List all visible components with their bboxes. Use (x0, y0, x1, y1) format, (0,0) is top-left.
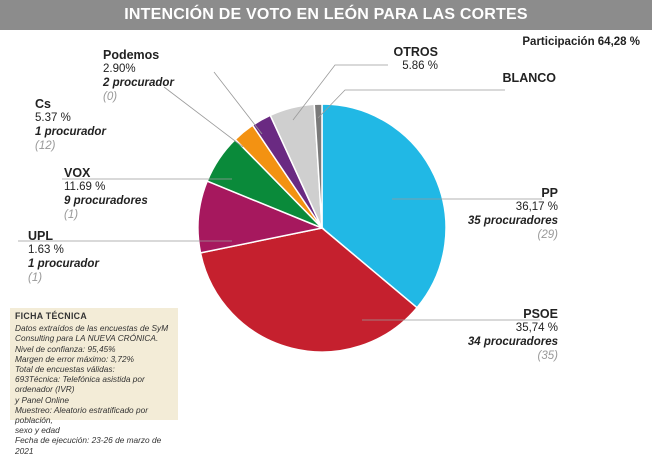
label-podemos-prev: (0) (103, 91, 118, 103)
technical-sheet-line: Muestreo: Aleatorio estratificado por po… (15, 404, 148, 426)
label-psoe: PSOE 35,74 % 34 procuradores (35) (420, 307, 558, 363)
technical-sheet-title: FICHA TÉCNICA (15, 311, 87, 321)
technical-sheet-line: 693Técnica: Telefónica asistida por orde… (15, 374, 145, 395)
chart-title: INTENCIÓN DE VOTO EN LEÓN PARA LAS CORTE… (0, 0, 652, 30)
label-vox: VOX 11.69 % 9 procuradores (1) (64, 166, 194, 222)
label-podemos-name: Podemos (103, 48, 160, 62)
label-podemos: Podemos 2.90% 2 procurador (0) (103, 48, 233, 104)
label-vox-seats: 9 procuradores (64, 195, 148, 207)
label-cs: Cs 5.37 % 1 procurador (12) (35, 97, 165, 153)
technical-sheet-line: Datos extraídos de las encuestas de SyM (15, 323, 169, 334)
label-cs-pct: 5.37 % (35, 112, 71, 124)
technical-sheet-line: Total de encuestas válidas: (15, 364, 115, 375)
label-psoe-seats: 34 procuradores (467, 336, 558, 348)
technical-sheet-line: Consulting para LA NUEVA CRÓNICA. (15, 333, 159, 344)
label-upl-seats: 1 procurador (28, 258, 99, 270)
technical-sheet-line: sexo y edad (15, 425, 60, 436)
label-vox-name: VOX (64, 166, 91, 180)
label-pp-name: PP (541, 186, 558, 200)
leader-blanco (317, 89, 505, 119)
label-psoe-name: PSOE (523, 307, 558, 321)
label-pp-pct: 36,17 % (515, 201, 558, 213)
label-psoe-pct: 35,74 % (515, 322, 558, 334)
label-otros-pct: 5.86 % (402, 60, 438, 72)
label-upl-prev: (1) (28, 272, 43, 284)
label-blanco: BLANCO (470, 71, 556, 85)
technical-sheet-line: y Panel Online (15, 394, 69, 405)
technical-sheet: FICHA TÉCNICA Datos extraídos de las enc… (10, 308, 178, 456)
label-blanco-name: BLANCO (502, 71, 556, 85)
pie-chart (18, 64, 542, 353)
leader-cs (163, 86, 244, 148)
technical-sheet-line: Fecha de ejecución: 23-26 de marzo de 20… (15, 435, 162, 456)
label-otros: OTROS 5.86 % (360, 45, 438, 73)
label-pp-seats: 35 procuradores (467, 215, 558, 227)
label-vox-pct: 11.69 % (64, 181, 106, 193)
label-upl-pct: 1.63 % (28, 244, 64, 256)
leader-podemos (213, 71, 263, 135)
technical-sheet-line: Margen de error máximo: 3,72% (15, 353, 134, 364)
label-vox-prev: (1) (64, 209, 79, 221)
pie-slice-psoe (199, 227, 419, 353)
label-cs-name: Cs (35, 97, 51, 111)
label-upl-name: UPL (28, 229, 53, 243)
pie-slice-blanco (313, 103, 323, 229)
label-podemos-pct: 2.90% (103, 63, 136, 75)
label-pp-prev: (29) (537, 229, 558, 241)
label-cs-prev: (12) (35, 140, 56, 152)
pie-slice-pp (321, 103, 447, 309)
label-pp: PP 36,17 % 35 procuradores (29) (440, 186, 558, 242)
participation-label: Participación 64,28 % (522, 36, 640, 48)
leader-otros (292, 64, 388, 121)
label-upl: UPL 1.63 % 1 procurador (1) (28, 229, 158, 285)
label-podemos-seats: 2 procurador (103, 77, 174, 89)
label-cs-seats: 1 procurador (35, 126, 106, 138)
label-otros-name: OTROS (393, 45, 438, 59)
label-psoe-prev: (35) (537, 350, 558, 362)
technical-sheet-line: Nivel de confianza: 95,45% (15, 343, 116, 354)
